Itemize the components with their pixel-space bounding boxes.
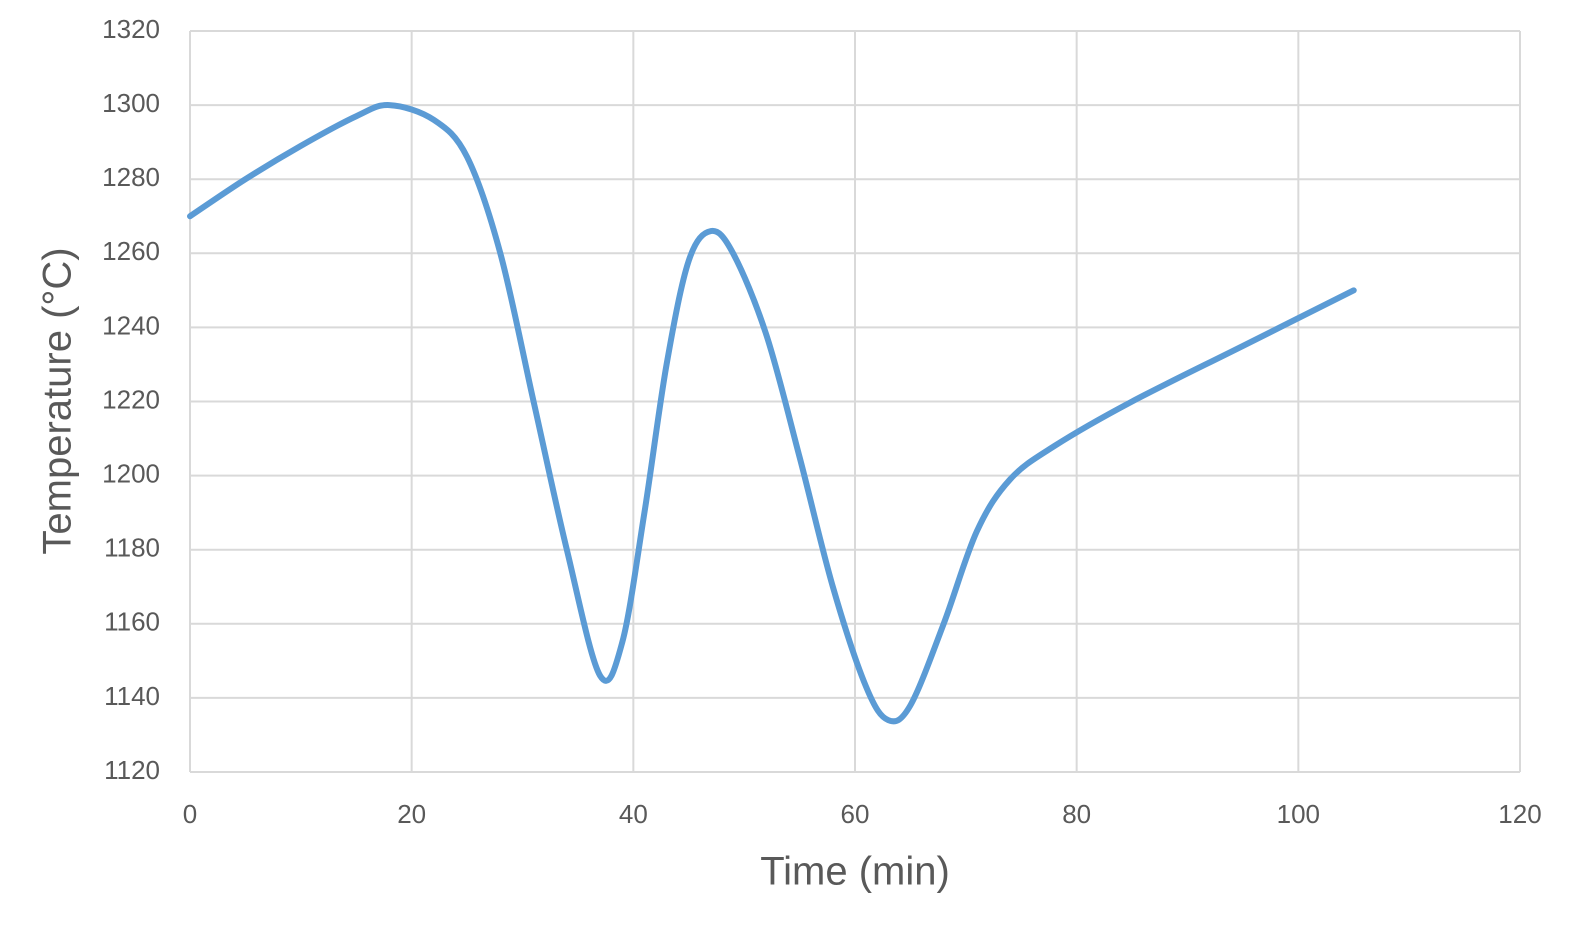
y-tick-label: 1140 — [104, 681, 160, 711]
x-tick-label: 120 — [1498, 799, 1541, 829]
y-tick-label: 1300 — [102, 88, 160, 118]
data-line — [187, 102, 1357, 725]
y-tick-label: 1180 — [104, 533, 160, 563]
x-tick-label: 0 — [183, 799, 197, 829]
y-tick-label: 1280 — [102, 162, 160, 192]
y-tick-label: 1240 — [102, 310, 160, 340]
y-axis-title: Temperature (°C) — [36, 247, 80, 554]
y-tick-label: 1160 — [104, 607, 160, 637]
x-tick-label: 100 — [1277, 799, 1320, 829]
y-tick-label: 1120 — [104, 755, 160, 785]
y-tick-label: 1200 — [102, 458, 160, 488]
y-tick-label: 1320 — [102, 14, 160, 44]
x-tick-label: 40 — [619, 799, 648, 829]
y-tick-label: 1260 — [102, 236, 160, 266]
x-axis-title: Time (min) — [760, 850, 950, 894]
x-tick-label: 80 — [1062, 799, 1091, 829]
x-tick-label: 20 — [397, 799, 426, 829]
x-tick-label: 60 — [841, 799, 870, 829]
y-tick-label: 1220 — [102, 384, 160, 414]
